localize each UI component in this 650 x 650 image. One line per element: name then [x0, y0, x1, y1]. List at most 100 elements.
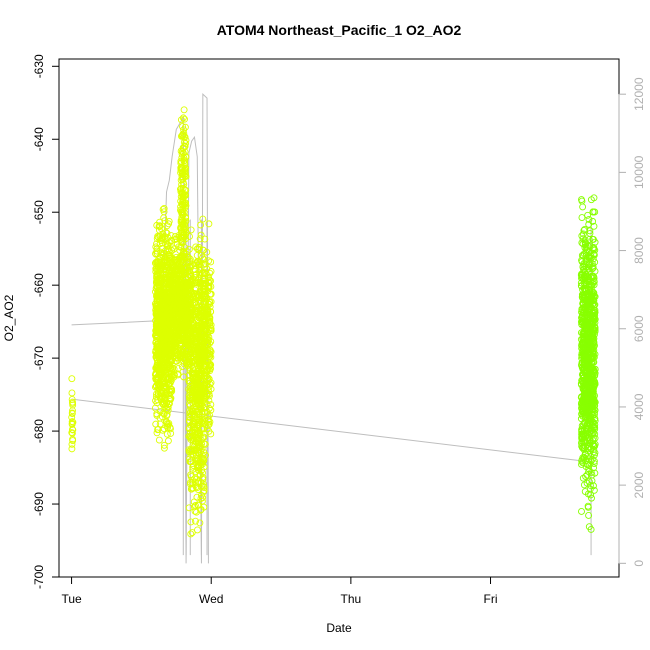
data-point	[180, 321, 188, 329]
data-point	[160, 444, 168, 452]
y2-tick-label: 12000	[632, 77, 646, 111]
data-point	[161, 278, 169, 286]
data-point	[183, 358, 191, 366]
data-point	[173, 312, 181, 319]
data-point	[173, 334, 181, 342]
data-point	[182, 235, 189, 243]
y-tick-label: -690	[32, 492, 46, 516]
data-point	[179, 179, 187, 187]
data-point	[162, 402, 170, 410]
data-point	[578, 214, 586, 221]
data-point	[152, 243, 160, 251]
data-point	[175, 293, 183, 301]
data-point	[159, 352, 167, 360]
data-point	[153, 272, 161, 280]
data-point	[160, 425, 168, 433]
y2-axis: 0 2000 4000 6000 8000 10000 12000	[618, 77, 646, 567]
data-point	[163, 420, 171, 427]
y2-tick-label: 6000	[632, 315, 646, 342]
data-point	[170, 286, 178, 294]
data-point	[175, 282, 183, 290]
data-point	[180, 330, 187, 338]
y-axis: -630 -640 -650 -660 -670 -680 -690 -700	[32, 54, 59, 589]
data-point	[155, 297, 163, 305]
x-tick-label: Wed	[199, 592, 223, 606]
data-point	[154, 262, 162, 270]
data-point	[163, 430, 171, 438]
series-line-descending	[71, 398, 589, 463]
data-point	[156, 408, 164, 415]
data-point	[161, 395, 168, 403]
data-point	[153, 390, 160, 398]
data-point	[155, 222, 163, 230]
data-point	[167, 232, 175, 240]
data-point	[193, 251, 201, 259]
data-point	[154, 288, 161, 296]
data-point	[160, 367, 168, 375]
data-point	[160, 208, 168, 216]
data-point	[188, 529, 196, 537]
data-point	[177, 218, 185, 226]
x-tick-label: Fri	[484, 592, 498, 606]
data-point	[156, 262, 164, 270]
data-point	[153, 297, 161, 305]
y2-tick-label: 4000	[632, 393, 646, 420]
data-point	[154, 233, 162, 241]
data-point	[169, 274, 177, 282]
data-point	[192, 508, 200, 516]
data-point	[173, 317, 181, 325]
data-point	[182, 136, 190, 144]
y2-tick-label: 8000	[632, 237, 646, 264]
data-point	[152, 371, 160, 379]
data-point	[162, 390, 170, 398]
data-point	[187, 518, 195, 526]
data-point	[178, 229, 185, 237]
data-point	[68, 440, 76, 448]
data-point	[180, 268, 188, 276]
data-point	[185, 504, 193, 512]
data-point	[182, 191, 190, 199]
line-layer	[71, 93, 592, 564]
data-point	[179, 249, 187, 256]
data-point	[165, 251, 173, 259]
data-point	[186, 314, 194, 322]
data-point	[159, 312, 167, 320]
y2-tick-label: 0	[632, 560, 646, 567]
data-point	[180, 317, 188, 325]
data-point	[174, 371, 182, 379]
data-point	[174, 262, 182, 270]
data-point	[173, 333, 180, 341]
data-point	[165, 220, 173, 228]
data-point	[178, 273, 186, 281]
data-point	[159, 374, 167, 382]
data-point	[167, 377, 175, 385]
data-point	[179, 114, 187, 122]
data-point	[153, 274, 160, 282]
data-point	[182, 217, 190, 225]
data-point	[173, 295, 181, 303]
x-axis: Tue Wed Thu Fri	[61, 576, 498, 606]
plot-box	[58, 58, 620, 578]
data-point	[158, 321, 166, 328]
data-point	[170, 267, 178, 275]
data-point	[153, 411, 161, 419]
data-point	[179, 123, 186, 131]
data-point	[160, 441, 168, 449]
y2-tick-label: 10000	[632, 155, 646, 189]
data-point	[178, 148, 186, 156]
data-point	[179, 325, 187, 333]
data-point	[184, 337, 191, 345]
data-point	[174, 255, 182, 263]
data-point	[69, 426, 77, 434]
data-point	[186, 257, 194, 265]
data-point	[162, 397, 169, 404]
data-point	[182, 291, 190, 298]
data-point	[178, 209, 186, 216]
data-point	[169, 289, 177, 297]
data-point	[152, 382, 160, 390]
data-point	[170, 318, 178, 326]
data-point	[172, 253, 180, 261]
data-point	[68, 445, 76, 453]
data-point	[68, 418, 76, 425]
x-tick-label: Tue	[61, 592, 82, 606]
